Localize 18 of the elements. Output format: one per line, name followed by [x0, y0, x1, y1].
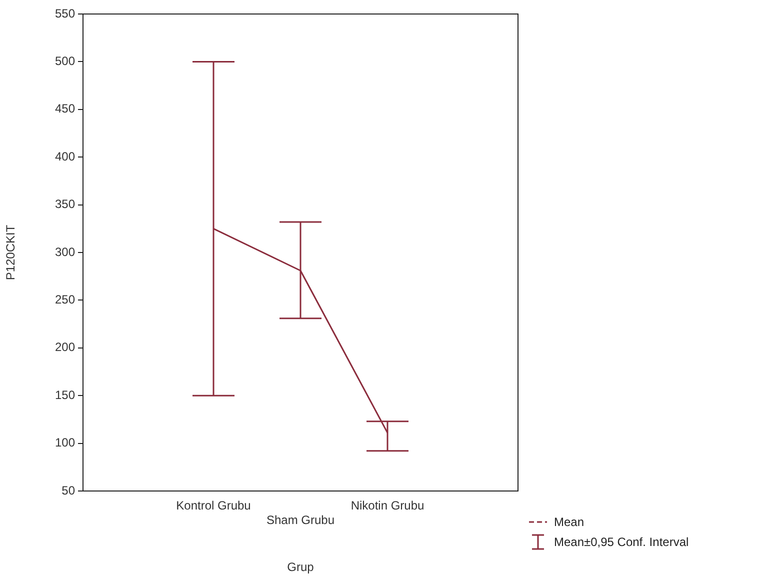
y-tick-label: 50 — [62, 483, 76, 498]
y-tick-label: 400 — [54, 149, 76, 164]
y-tick-label: 550 — [54, 6, 76, 20]
x-axis-title: Grup — [287, 560, 314, 574]
y-axis-title: P120CKIT — [4, 224, 18, 280]
y-tick-label: 100 — [54, 436, 76, 450]
x-tick-label: Kontrol Grubu — [176, 498, 251, 513]
y-tick-label: 500 — [54, 54, 76, 68]
x-tick-label: Sham Grubu — [266, 512, 335, 527]
y-tick-label: 200 — [54, 340, 76, 354]
y-tick-label: 350 — [54, 197, 76, 212]
y-tick-label: 450 — [54, 102, 76, 116]
y-tick-label: 300 — [54, 244, 76, 259]
x-tick-label: Nikotin Grubu — [350, 498, 424, 513]
y-tick-label: 250 — [54, 292, 76, 307]
y-tick-label: 150 — [54, 388, 76, 402]
legend-label: Mean — [554, 515, 584, 529]
text: Mean±0,95 Conf. Interval — [554, 535, 689, 549]
